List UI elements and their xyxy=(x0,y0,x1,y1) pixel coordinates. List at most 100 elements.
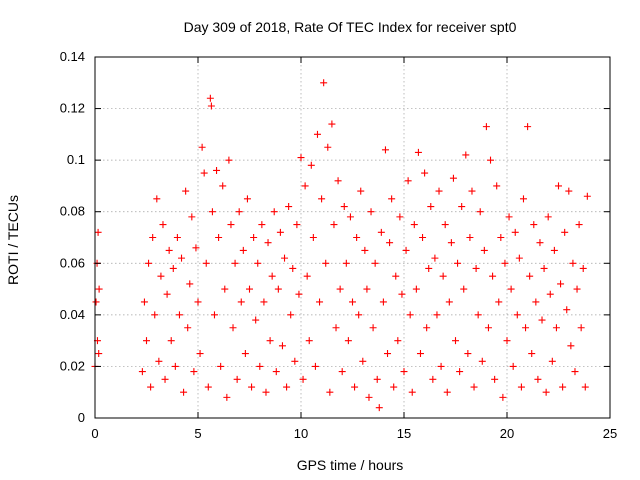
data-point xyxy=(410,221,418,229)
data-point xyxy=(505,213,513,221)
data-point xyxy=(575,221,583,229)
data-point xyxy=(198,143,206,151)
data-point xyxy=(194,298,202,306)
data-point xyxy=(151,311,159,319)
data-point xyxy=(178,254,186,262)
data-point xyxy=(375,404,383,412)
data-point xyxy=(219,182,227,190)
data-point xyxy=(184,324,192,332)
data-point xyxy=(157,272,165,280)
data-point xyxy=(334,177,342,185)
data-point xyxy=(542,388,550,396)
data-point xyxy=(429,375,437,383)
data-point xyxy=(532,298,540,306)
data-point xyxy=(330,221,338,229)
data-point xyxy=(402,246,410,254)
data-point xyxy=(517,383,525,391)
data-point xyxy=(522,324,530,332)
data-point xyxy=(309,234,317,241)
data-point xyxy=(423,324,431,332)
data-point xyxy=(291,357,299,365)
data-point xyxy=(371,259,379,267)
data-point xyxy=(394,337,402,345)
data-point xyxy=(322,259,330,267)
data-point xyxy=(268,272,276,280)
data-point xyxy=(221,285,229,293)
data-point xyxy=(270,208,278,216)
data-point xyxy=(301,182,309,190)
data-point xyxy=(338,368,346,376)
data-point xyxy=(416,350,424,358)
data-point xyxy=(223,393,231,401)
data-point xyxy=(336,285,344,293)
data-point xyxy=(342,259,350,267)
data-point xyxy=(581,383,589,391)
data-point xyxy=(563,306,571,314)
data-point xyxy=(441,221,449,229)
data-point xyxy=(573,285,581,293)
y-tick-label: 0.08 xyxy=(60,204,85,219)
data-point xyxy=(559,383,567,391)
data-point xyxy=(332,324,340,332)
data-point xyxy=(468,187,476,195)
data-point xyxy=(487,156,495,164)
data-point xyxy=(140,298,148,306)
data-point xyxy=(258,221,266,229)
data-point xyxy=(449,174,457,182)
data-point xyxy=(538,316,546,324)
data-point xyxy=(431,254,439,262)
data-point xyxy=(95,285,103,293)
data-point xyxy=(217,362,225,370)
data-point xyxy=(239,246,247,254)
data-point xyxy=(404,177,412,185)
data-point xyxy=(355,311,363,319)
data-point xyxy=(297,154,305,162)
data-point xyxy=(497,234,505,241)
data-point xyxy=(472,264,480,272)
data-point xyxy=(507,285,515,293)
data-point xyxy=(326,388,334,396)
data-point xyxy=(295,290,303,298)
tick-labels: 0 0.02 0.04 0.06 0.08 0.1 0.12 0.14 0 5 10 15 20 25 xyxy=(60,49,618,441)
data-point xyxy=(276,228,284,236)
data-point xyxy=(365,393,373,401)
y-tick-label: 0.14 xyxy=(60,49,85,64)
data-point xyxy=(528,350,536,358)
data-point xyxy=(381,146,389,154)
data-point xyxy=(243,195,251,203)
data-point xyxy=(357,187,365,195)
data-point xyxy=(155,357,163,365)
data-point xyxy=(274,285,282,293)
x-tick-label: 25 xyxy=(603,426,617,441)
data-point xyxy=(433,311,441,319)
data-point xyxy=(188,213,196,221)
data-point xyxy=(313,130,321,138)
data-point xyxy=(328,120,336,128)
x-axis-label: GPS time / hours xyxy=(297,457,404,473)
data-point xyxy=(153,195,161,203)
data-point xyxy=(254,259,262,267)
y-tick-label: 0.02 xyxy=(60,358,85,373)
data-point xyxy=(470,383,478,391)
data-point xyxy=(235,208,243,216)
data-point xyxy=(400,368,408,376)
data-point xyxy=(163,290,171,298)
data-point xyxy=(208,208,216,216)
data-point xyxy=(340,203,348,211)
data-point xyxy=(548,357,556,365)
data-point xyxy=(530,221,538,229)
data-point xyxy=(180,388,188,396)
data-point xyxy=(241,350,249,358)
data-point xyxy=(511,228,519,236)
data-point xyxy=(165,246,173,254)
data-point xyxy=(540,264,548,272)
data-point xyxy=(311,362,319,370)
data-point xyxy=(202,259,210,267)
data-point xyxy=(503,337,511,345)
grid-lines xyxy=(95,57,610,418)
data-point xyxy=(419,234,427,241)
data-point xyxy=(579,264,587,272)
data-point xyxy=(384,350,392,358)
data-point xyxy=(351,383,359,391)
